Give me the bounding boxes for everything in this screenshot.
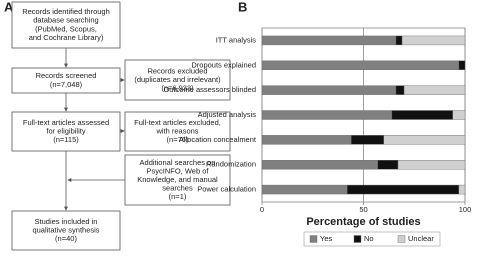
x-tick-label: 100 — [459, 205, 472, 214]
flow-box — [124, 111, 231, 152]
flow-box — [11, 210, 121, 251]
bar-segment — [351, 135, 385, 145]
flow-text: (PubMed, Scopus, — [35, 24, 97, 33]
bar-segment — [403, 85, 466, 95]
bar-segment — [261, 85, 397, 95]
bar-segment — [391, 110, 454, 120]
flow-text: (n=1) — [169, 192, 187, 201]
flow-text: (n=76) — [167, 135, 189, 144]
bar-segment — [401, 35, 466, 46]
flow-text: database searching — [33, 16, 98, 25]
flow-text: with reasons — [155, 126, 198, 135]
bar-segment — [395, 35, 403, 46]
y-tick-label: Outcome assessors blinded — [163, 85, 256, 94]
bar-segment — [458, 60, 466, 70]
flow-text: Knowledge, and manual — [137, 175, 218, 184]
bar-segment — [397, 160, 466, 170]
bar-segment — [347, 184, 460, 195]
flow-text: (n=40) — [55, 234, 77, 243]
flow-text: Studies included in — [35, 217, 98, 226]
flow-text: PsycINFO, Web of — [147, 166, 210, 175]
flow-text: Full-text articles excluded, — [134, 118, 221, 127]
flow-text: (n=7,048) — [50, 80, 83, 89]
legend-label: No — [364, 234, 374, 243]
y-tick-label: Randomization — [206, 160, 256, 169]
flow-box — [11, 111, 121, 152]
flow-box — [124, 59, 231, 101]
flow-text: Additional searches on — [140, 158, 216, 167]
bar-segment — [377, 160, 399, 170]
flow-box — [124, 154, 231, 206]
flow-box — [11, 1, 121, 49]
flow-text: (duplicates and irrelevant) — [134, 75, 221, 84]
y-tick-label: Adjusted analysis — [198, 110, 257, 119]
flow-text: qualitative synthesis — [32, 225, 99, 234]
legend-swatch — [353, 235, 362, 243]
bar-segment — [261, 35, 397, 46]
bar-segment — [452, 110, 466, 120]
flow-text: and Cochrane Library) — [29, 33, 104, 42]
x-axis-title: Percentage of studies — [306, 216, 420, 228]
flow-text: Records identified through — [22, 7, 110, 16]
flow-text: (n=6,933) — [161, 84, 194, 93]
x-tick-label: 50 — [359, 205, 367, 214]
flow-text: (n=115) — [53, 135, 79, 144]
bar-segment — [458, 184, 466, 195]
bar-segment — [383, 135, 466, 145]
flow-box — [11, 67, 121, 94]
y-tick-label: Power calculation — [197, 185, 256, 194]
y-tick-label: Dropouts explained — [191, 60, 256, 69]
arrows — [64, 48, 125, 211]
bar-segment — [261, 110, 393, 120]
bar-segment — [261, 60, 460, 70]
flow-text: for eligibility — [46, 126, 85, 135]
flow-text: Full-text articles assessed — [23, 118, 109, 127]
legend: Yes No Unclear — [303, 231, 441, 247]
bar-segment — [261, 160, 378, 170]
bar-segment — [261, 184, 348, 195]
legend-frame — [303, 231, 441, 247]
bar-segment — [395, 85, 405, 95]
panel-label: A — [4, 0, 14, 14]
y-tick-label: Allocation concealment — [179, 135, 257, 144]
y-tick-label: ITT analysis — [216, 35, 257, 44]
legend-label: Unclear — [408, 234, 434, 243]
x-tick-label: 0 — [260, 205, 264, 214]
flow-text: searches — [162, 184, 193, 193]
flow-text: Records excluded — [147, 66, 207, 75]
legend-swatch — [397, 235, 406, 243]
bar-segment — [261, 135, 352, 145]
flow-text: Records screened — [36, 71, 97, 80]
legend-label: Yes — [320, 234, 332, 243]
legend-swatch — [309, 235, 318, 243]
panel-label: B — [238, 0, 247, 14]
